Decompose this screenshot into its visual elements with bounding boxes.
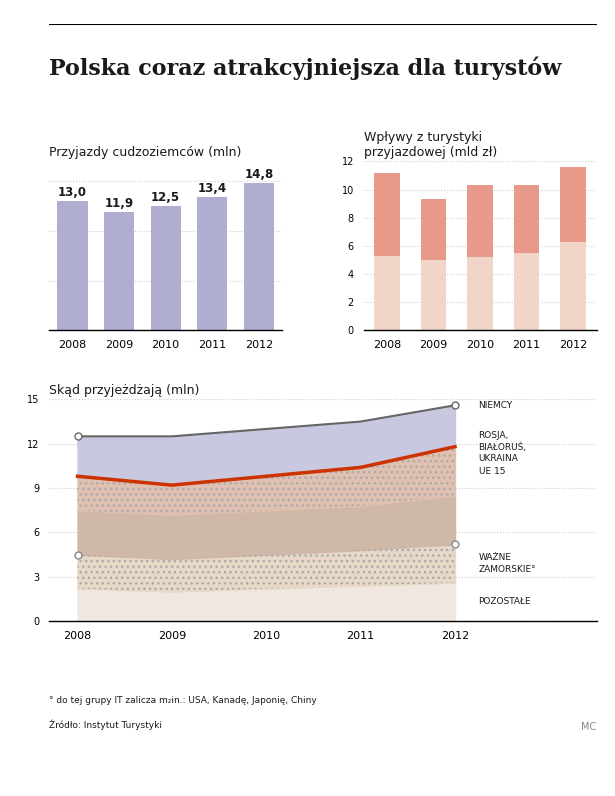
- Text: Wpływy z turystyki
przyjazdowej (mld zł): Wpływy z turystyki przyjazdowej (mld zł): [363, 131, 497, 159]
- Bar: [57, 201, 87, 330]
- Text: ° do tej grupy IT zalicza m₂in.: USA, Kanadę, Japonię, Chiny: ° do tej grupy IT zalicza m₂in.: USA, Ka…: [49, 696, 317, 705]
- Bar: [421, 260, 446, 330]
- Text: POZOSTAŁE: POZOSTAŁE: [478, 598, 531, 607]
- Text: 13,4: 13,4: [197, 182, 227, 195]
- Bar: [374, 173, 400, 256]
- Text: Skąd przyjeżdżają (mln): Skąd przyjeżdżają (mln): [49, 384, 200, 397]
- Bar: [244, 183, 274, 330]
- Bar: [467, 185, 493, 257]
- Text: 13,0: 13,0: [58, 186, 87, 199]
- Bar: [151, 206, 181, 330]
- Text: ROSJA,
BIAŁORUŚ,
UKRAINA: ROSJA, BIAŁORUŚ, UKRAINA: [478, 431, 526, 462]
- Text: 14,8: 14,8: [244, 168, 274, 181]
- Bar: [560, 167, 586, 242]
- Text: MC: MC: [581, 722, 597, 732]
- Text: WAŻNE
ZAMORSKIE°: WAŻNE ZAMORSKIE°: [478, 553, 536, 574]
- Text: 12,5: 12,5: [151, 191, 180, 205]
- Bar: [467, 257, 493, 330]
- Bar: [374, 256, 400, 330]
- Text: Polska coraz atrakcyjniejsza dla turystów: Polska coraz atrakcyjniejsza dla turystó…: [49, 57, 561, 80]
- Text: Przyjazdy cudzoziemców (mln): Przyjazdy cudzoziemców (mln): [49, 146, 242, 159]
- Bar: [514, 185, 539, 253]
- Text: 11,9: 11,9: [105, 197, 133, 210]
- Bar: [197, 197, 228, 330]
- Text: NIEMCY: NIEMCY: [478, 401, 513, 410]
- Bar: [560, 242, 586, 330]
- Text: UE 15: UE 15: [478, 466, 505, 475]
- Bar: [104, 213, 134, 330]
- Bar: [421, 200, 446, 260]
- Text: Źródło: Instytut Turystyki: Źródło: Instytut Turystyki: [49, 720, 162, 730]
- Bar: [514, 253, 539, 330]
